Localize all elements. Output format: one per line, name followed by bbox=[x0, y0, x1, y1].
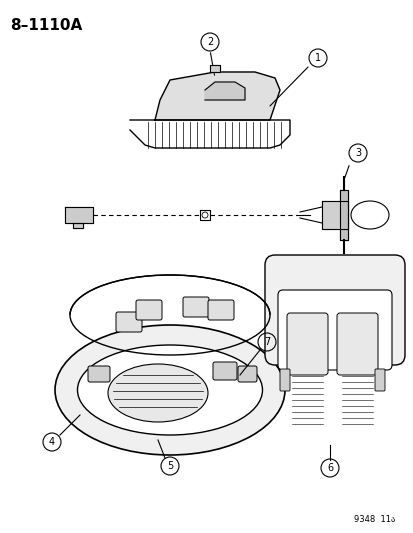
FancyBboxPatch shape bbox=[212, 362, 236, 380]
FancyBboxPatch shape bbox=[279, 369, 289, 391]
FancyBboxPatch shape bbox=[116, 312, 142, 332]
Ellipse shape bbox=[108, 364, 207, 422]
Polygon shape bbox=[199, 210, 209, 220]
FancyBboxPatch shape bbox=[277, 290, 391, 370]
Polygon shape bbox=[321, 201, 347, 229]
FancyBboxPatch shape bbox=[237, 366, 256, 382]
FancyBboxPatch shape bbox=[183, 297, 209, 317]
Text: 6: 6 bbox=[326, 463, 332, 473]
FancyBboxPatch shape bbox=[136, 300, 161, 320]
Text: 7: 7 bbox=[263, 337, 269, 347]
Polygon shape bbox=[209, 65, 219, 72]
Text: 9348  11ა: 9348 11ა bbox=[353, 515, 394, 524]
Polygon shape bbox=[154, 72, 279, 120]
Ellipse shape bbox=[55, 325, 284, 455]
Text: 8–1110A: 8–1110A bbox=[10, 18, 82, 33]
FancyBboxPatch shape bbox=[88, 366, 110, 382]
FancyBboxPatch shape bbox=[286, 313, 327, 375]
Polygon shape bbox=[65, 207, 93, 223]
Polygon shape bbox=[73, 223, 83, 228]
Ellipse shape bbox=[350, 201, 388, 229]
Polygon shape bbox=[339, 190, 347, 240]
FancyBboxPatch shape bbox=[207, 300, 233, 320]
FancyBboxPatch shape bbox=[264, 255, 404, 365]
Text: 3: 3 bbox=[354, 148, 360, 158]
FancyBboxPatch shape bbox=[374, 369, 384, 391]
FancyBboxPatch shape bbox=[336, 313, 377, 375]
Text: 4: 4 bbox=[49, 437, 55, 447]
Text: 2: 2 bbox=[206, 37, 213, 47]
Ellipse shape bbox=[77, 345, 262, 435]
Polygon shape bbox=[204, 82, 244, 100]
Polygon shape bbox=[130, 120, 289, 148]
Text: 1: 1 bbox=[314, 53, 320, 63]
Text: 5: 5 bbox=[166, 461, 173, 471]
